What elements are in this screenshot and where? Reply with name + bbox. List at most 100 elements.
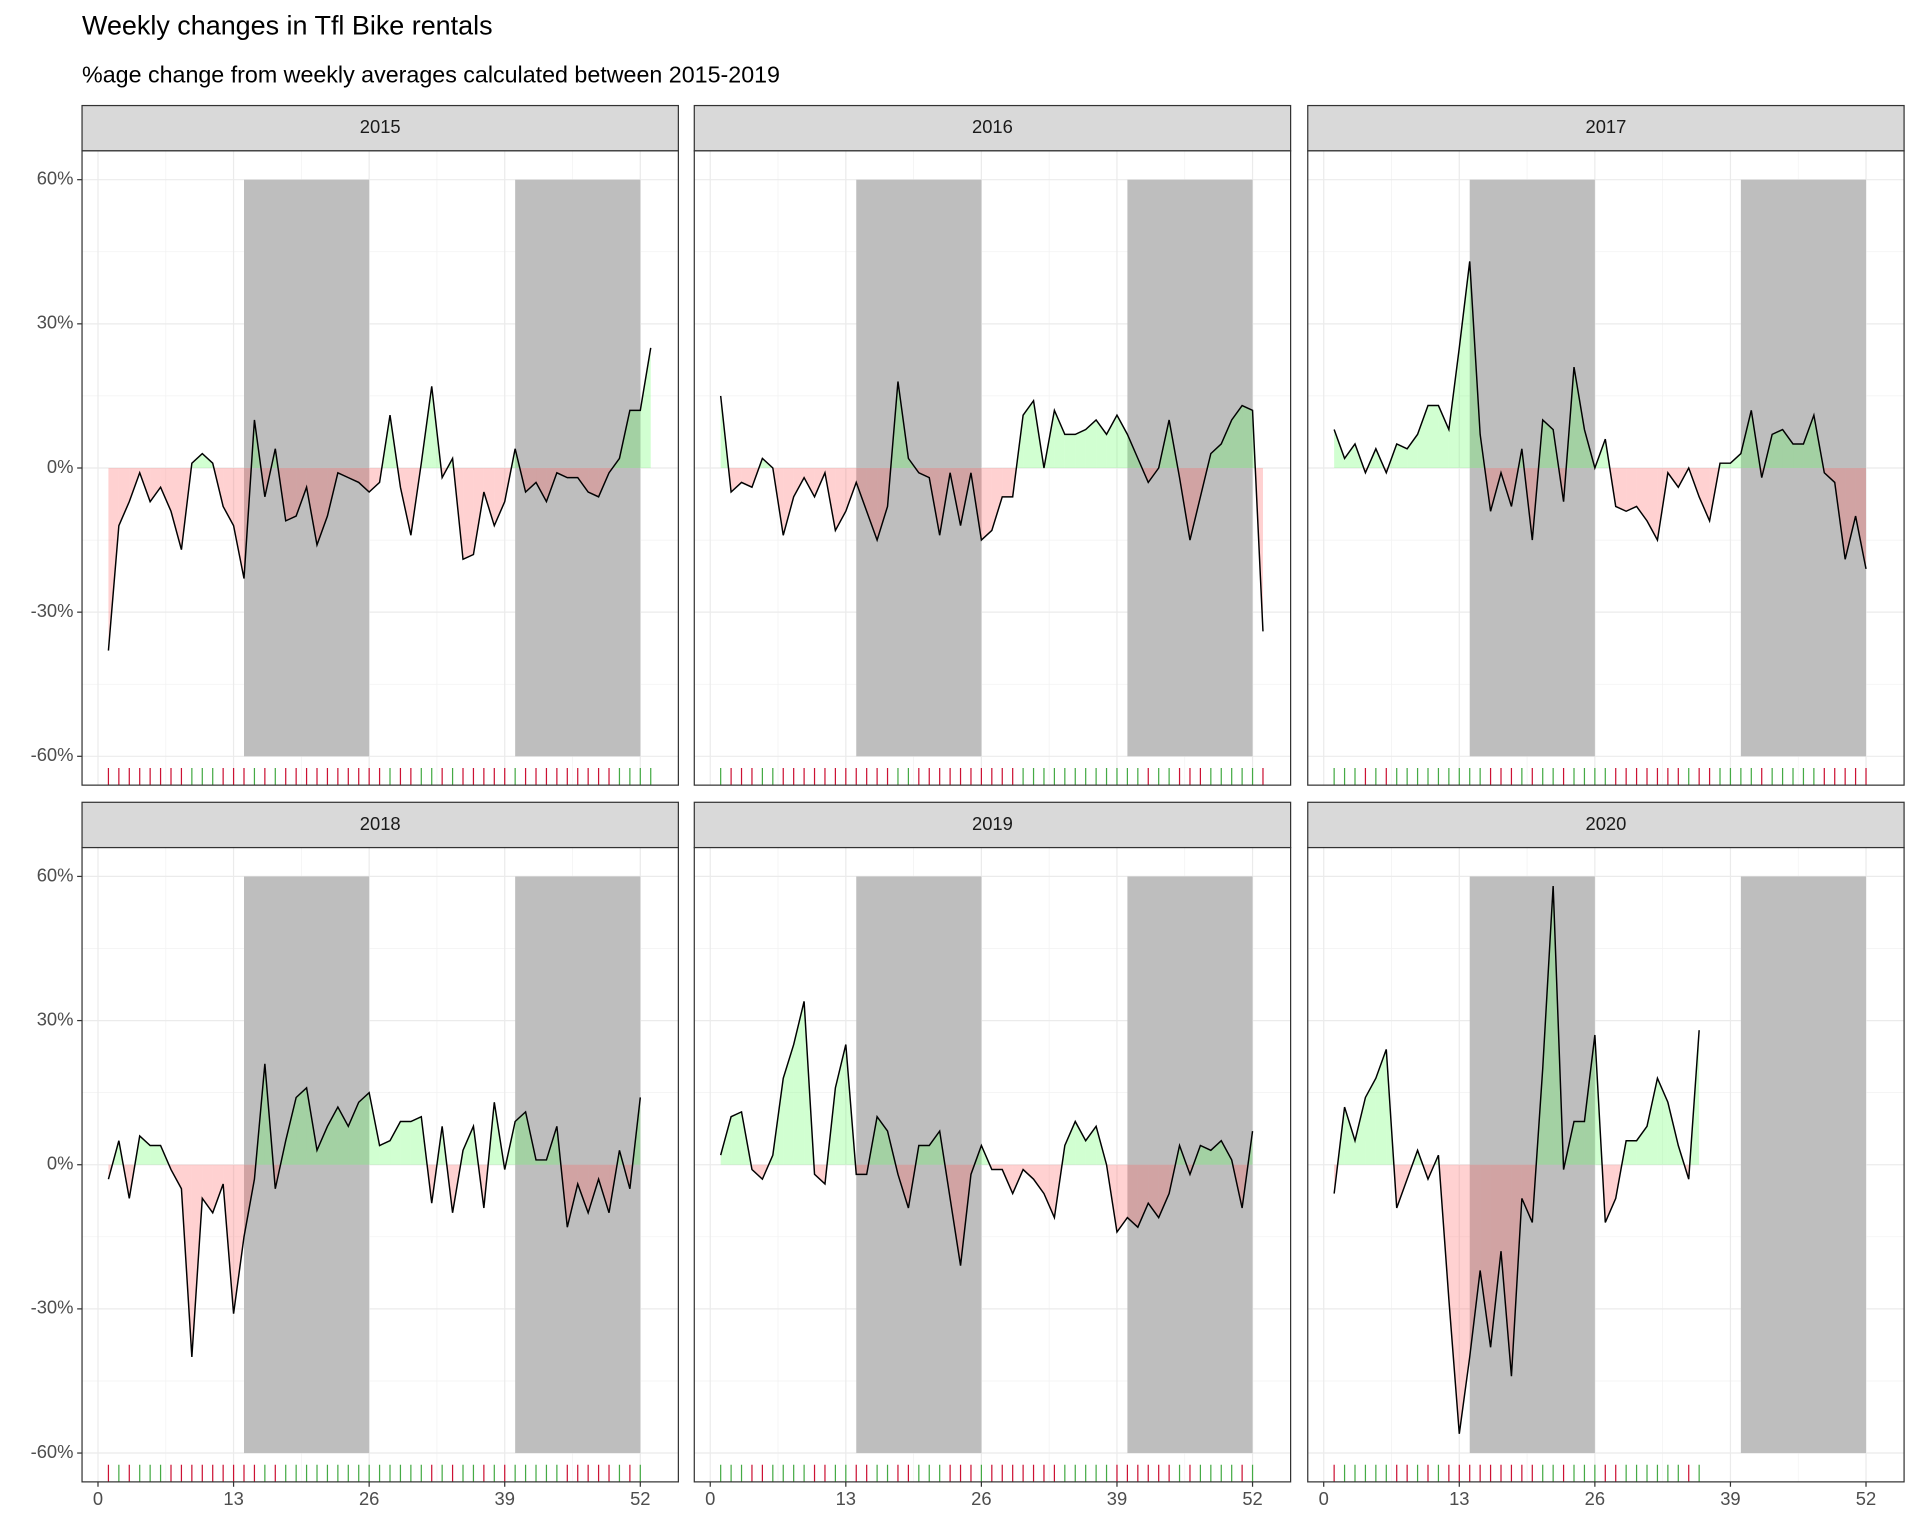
x-tick-label: 39 <box>495 1488 515 1509</box>
facet-title: 2015 <box>360 116 401 137</box>
area-segment <box>1501 1164 1512 1377</box>
area-segment <box>254 419 261 468</box>
area-segment <box>991 468 1003 531</box>
area-segment <box>296 1087 307 1165</box>
area-segment <box>783 1044 794 1165</box>
area-segment <box>348 468 359 483</box>
x-tick-label: 52 <box>1242 1488 1262 1509</box>
shaded-band <box>856 179 982 757</box>
area-segment <box>494 468 505 526</box>
area-segment <box>1574 1121 1585 1165</box>
shaded-band <box>856 876 982 1454</box>
area-segment <box>1730 453 1741 468</box>
area-segment <box>1448 347 1460 468</box>
area-segment <box>918 468 930 478</box>
area-segment <box>1075 1121 1086 1165</box>
y-tick-label: 0% <box>47 1153 74 1174</box>
area-segment <box>1574 367 1585 468</box>
y-tick-label: -30% <box>31 600 74 621</box>
facet-title: 2016 <box>972 116 1013 137</box>
area-segment <box>536 468 547 502</box>
area-segment <box>991 1164 1003 1170</box>
area-segment <box>1824 468 1835 483</box>
area-segment <box>989 1164 992 1170</box>
line <box>107 1063 642 1357</box>
area-segment <box>1782 429 1794 468</box>
area-segment <box>1054 1164 1063 1218</box>
facet-strip <box>1307 801 1905 849</box>
area-segment <box>1189 468 1201 541</box>
area-segment <box>1127 1164 1138 1228</box>
area-segment <box>1043 1164 1055 1218</box>
area-segment <box>1636 468 1648 521</box>
area-segment <box>741 468 752 488</box>
x-tick-label: 13 <box>1449 1488 1469 1509</box>
area-segment <box>567 1164 578 1228</box>
facet-title: 2020 <box>1585 813 1626 834</box>
x-tick-label: 52 <box>1856 1488 1876 1509</box>
area-segment <box>1602 1164 1606 1223</box>
area-segment <box>118 468 130 526</box>
area-segment <box>536 1159 547 1165</box>
area-segment <box>856 1164 867 1175</box>
area-segment <box>1106 1164 1117 1233</box>
shaded-band <box>1469 179 1595 757</box>
area-segment <box>1609 468 1616 507</box>
line <box>1333 261 1867 570</box>
area-segment <box>1116 415 1128 468</box>
area-segment <box>410 1116 422 1165</box>
area-segment <box>1667 1102 1679 1165</box>
area-segment <box>1232 1164 1243 1208</box>
facet-strip <box>81 104 679 152</box>
panel-border <box>1307 846 1905 1483</box>
x-tick-label: 26 <box>971 1488 991 1509</box>
area-segment <box>814 1164 825 1184</box>
area-segment <box>1023 400 1034 468</box>
panel-border <box>693 150 1292 786</box>
y-tick-label: 30% <box>37 312 74 333</box>
area-segment <box>1626 1140 1637 1165</box>
area-segment <box>751 1164 763 1180</box>
area-segment <box>1855 468 1867 569</box>
area-segment <box>170 468 182 550</box>
area-segment <box>629 410 641 468</box>
area-segment <box>1396 1164 1408 1208</box>
area-segment <box>1459 261 1470 468</box>
area-segment <box>260 468 265 497</box>
area-segment <box>421 1116 428 1165</box>
area-segment <box>1137 1164 1149 1228</box>
area-segment <box>1085 1126 1097 1165</box>
area-segment <box>160 468 171 512</box>
area-segment <box>233 468 245 579</box>
area-segment <box>1532 1164 1537 1223</box>
area-segment <box>1085 419 1097 468</box>
area-segment <box>1490 1164 1502 1348</box>
area-segment <box>1751 410 1761 468</box>
area-segment <box>1584 1034 1595 1165</box>
shaded-band <box>1127 876 1253 1454</box>
area-segment <box>866 468 878 541</box>
area-segment <box>212 1164 224 1213</box>
area-segment <box>918 1145 930 1165</box>
area-segment <box>1772 429 1783 468</box>
area-segment <box>1647 1078 1658 1165</box>
area-segment <box>1033 1164 1044 1194</box>
area-segment <box>1043 410 1055 468</box>
area-segment <box>1334 429 1345 468</box>
area-segment <box>1002 468 1013 497</box>
area-segment <box>1428 405 1439 468</box>
shaded-band <box>515 179 641 757</box>
area-segment <box>317 1126 328 1165</box>
area-segment <box>588 1164 599 1213</box>
area-segment <box>317 468 328 545</box>
area-segment <box>866 1164 869 1175</box>
area-segment <box>1803 415 1814 468</box>
area-segment <box>567 468 578 478</box>
area-segment <box>285 1097 297 1165</box>
area-segment <box>108 468 119 651</box>
facet-strip <box>81 801 679 849</box>
area-segment <box>379 1140 391 1165</box>
area-segment <box>793 468 805 497</box>
area-segment <box>804 468 815 497</box>
